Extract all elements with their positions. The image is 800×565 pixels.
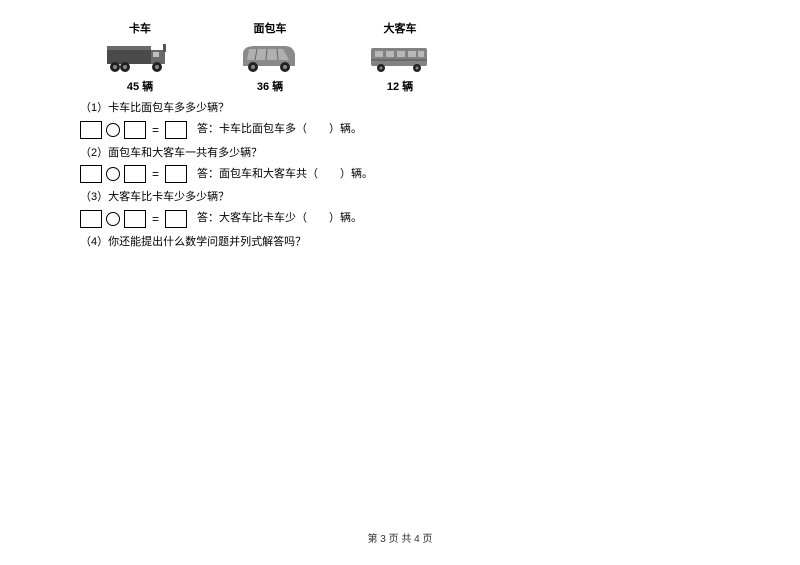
input-box[interactable] <box>124 210 146 228</box>
vehicle-truck: 卡车 45 辆 <box>100 20 180 94</box>
vehicle-bus-name: 大客车 <box>384 20 417 36</box>
input-box[interactable] <box>124 121 146 139</box>
input-box[interactable] <box>80 210 102 228</box>
equals-sign: = <box>152 210 159 228</box>
question-3-answer: 答：大客车比卡车少（ ）辆。 <box>197 210 362 227</box>
equals-sign: = <box>152 121 159 139</box>
input-box[interactable] <box>165 121 187 139</box>
van-icon <box>235 40 305 75</box>
vehicle-bus-count: 12 辆 <box>387 78 413 94</box>
vehicle-van: 面包车 36 辆 <box>230 20 310 94</box>
question-2-label: （2）面包车和大客车一共有多少辆？ <box>80 145 720 162</box>
question-3-equation: = 答：大客车比卡车少（ ）辆。 <box>80 210 720 228</box>
equals-sign: = <box>152 165 159 183</box>
input-box[interactable] <box>124 165 146 183</box>
question-4: （4）你还能提出什么数学问题并列式解答吗？ <box>80 234 720 251</box>
vehicle-van-count: 36 辆 <box>257 78 283 94</box>
bus-icon <box>365 40 435 75</box>
vehicle-bus: 大客车 12 辆 <box>360 20 440 94</box>
input-box[interactable] <box>80 165 102 183</box>
question-2-answer: 答：面包车和大客车共（ ）辆。 <box>197 166 373 183</box>
vehicle-truck-count: 45 辆 <box>127 78 153 94</box>
question-2: （2）面包车和大客车一共有多少辆？ = 答：面包车和大客车共（ ）辆。 <box>80 145 720 184</box>
question-1-equation: = 答：卡车比面包车多（ ）辆。 <box>80 121 720 139</box>
vehicles-header: 卡车 45 辆 面包车 36 辆 <box>100 20 720 94</box>
operator-circle[interactable] <box>106 123 120 137</box>
question-1: （1）卡车比面包车多多少辆？ = 答：卡车比面包车多（ ）辆。 <box>80 100 720 139</box>
question-1-label: （1）卡车比面包车多多少辆？ <box>80 100 720 117</box>
question-4-label: （4）你还能提出什么数学问题并列式解答吗？ <box>80 234 720 251</box>
vehicle-truck-name: 卡车 <box>129 20 151 36</box>
input-box[interactable] <box>165 210 187 228</box>
vehicle-van-name: 面包车 <box>254 20 287 36</box>
question-2-equation: = 答：面包车和大客车共（ ）辆。 <box>80 165 720 183</box>
truck-icon <box>105 40 175 75</box>
page-footer: 第 3 页 共 4 页 <box>0 530 800 545</box>
question-3: （3）大客车比卡车少多少辆？ = 答：大客车比卡车少（ ）辆。 <box>80 189 720 228</box>
operator-circle[interactable] <box>106 167 120 181</box>
input-box[interactable] <box>165 165 187 183</box>
input-box[interactable] <box>80 121 102 139</box>
question-3-label: （3）大客车比卡车少多少辆？ <box>80 189 720 206</box>
operator-circle[interactable] <box>106 212 120 226</box>
question-1-answer: 答：卡车比面包车多（ ）辆。 <box>197 121 362 138</box>
